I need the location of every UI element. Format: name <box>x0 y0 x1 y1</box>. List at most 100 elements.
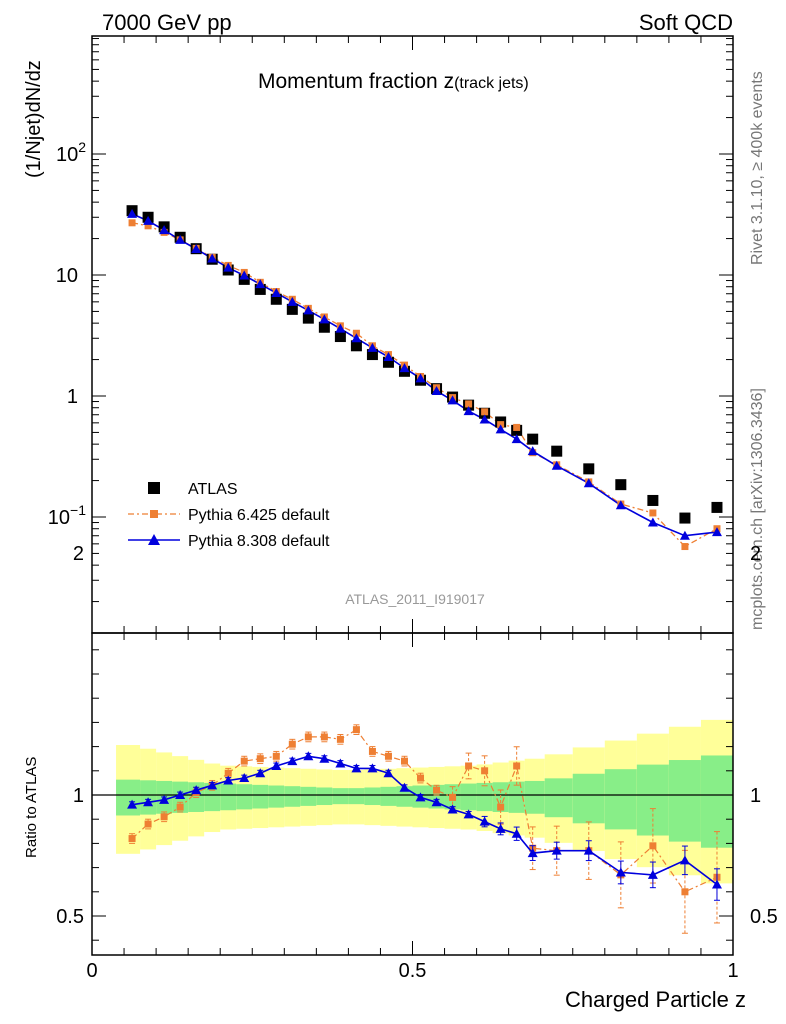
pythia8-point <box>551 460 562 470</box>
main-ytick-label: 10 <box>56 265 78 287</box>
ratio-point-pythia8 <box>287 756 298 766</box>
atlas-point <box>527 433 539 445</box>
ratio-point-pythia8 <box>479 816 490 826</box>
ratio-point-pythia8 <box>463 809 474 819</box>
pythia8-point <box>335 323 346 333</box>
legend-item: Pythia 6.425 default <box>128 507 330 524</box>
pythia8-point <box>415 373 426 383</box>
main-plot-title-sub: (track jets) <box>454 75 529 92</box>
ratio-point-pythia8 <box>583 845 594 855</box>
pythia8-point <box>583 478 594 488</box>
main-plot-title: Momentum fraction z(track jets) <box>258 70 529 93</box>
pythia8-point <box>207 253 218 263</box>
atlas-point <box>711 501 723 513</box>
ratio-point-pythia6 <box>368 747 376 755</box>
header-right: Soft QCD <box>639 10 733 35</box>
legend-marker-pythia6 <box>150 510 158 518</box>
ratio-point-pythia8 <box>711 879 722 889</box>
ratio-point-pythia8 <box>527 848 538 858</box>
ratio-point-pythia8 <box>319 753 330 763</box>
pythia8-point <box>495 424 506 434</box>
pythia8-point <box>367 342 378 352</box>
ratio-band-inner <box>316 787 333 806</box>
ratio-point-pythia6 <box>649 842 657 850</box>
pythia8-point <box>527 446 538 456</box>
ratio-point-pythia6 <box>288 740 296 748</box>
atlas-point <box>270 293 282 305</box>
x-tick-labels: 0 0.5 1 <box>86 960 738 982</box>
pythia8-point <box>159 225 170 235</box>
ratio-point-pythia6 <box>224 769 232 777</box>
pythia8-point <box>239 270 250 280</box>
ratio-point-pythia8 <box>367 763 378 773</box>
ratio-point-pythia8 <box>143 797 154 807</box>
ratio-band-inner <box>508 781 525 813</box>
pythia8-point <box>447 395 458 405</box>
ratio-point-pythia8 <box>447 804 458 814</box>
atlas-point <box>583 463 595 475</box>
main-plot: 10−1 1 10 102 Momentum fraction z(track jet… <box>23 35 734 634</box>
main-ytick-label: 1 <box>67 386 78 408</box>
ratio-ytick-label: 0.5 <box>56 906 84 928</box>
ratio-point-pythia6 <box>256 755 264 763</box>
pythia8-point <box>615 500 626 510</box>
ratio-point-pythia8 <box>207 780 218 790</box>
ratio-point-pythia8 <box>351 763 362 773</box>
ratio-band-inner <box>668 760 701 842</box>
pythia8-point <box>679 530 690 540</box>
ratio-point-pythia8 <box>511 828 522 838</box>
ratio-band-inner <box>204 782 221 812</box>
pythia6-point <box>649 509 657 517</box>
ratio-point-pythia8 <box>431 797 442 807</box>
ratio-point-pythia6 <box>497 803 505 811</box>
atlas-point <box>647 494 659 506</box>
legend-marker-atlas <box>148 482 160 494</box>
atlas-point <box>286 303 298 315</box>
ratio-point-pythia6 <box>128 835 136 843</box>
ratio-point-pythia6 <box>320 733 328 741</box>
pythia6-point <box>144 222 152 230</box>
ratio-band-inner <box>300 786 317 806</box>
ratio-plot-data <box>127 724 722 934</box>
ratio-point-pythia8 <box>303 751 314 761</box>
pythia8-point <box>143 215 154 225</box>
ratio-point-pythia8 <box>255 768 266 778</box>
atlas-point <box>302 312 314 324</box>
ratio-band-inner <box>604 769 637 830</box>
main-plot-ylabel: (1/Njet)dN/dz <box>23 60 45 178</box>
atlas-point <box>318 321 330 333</box>
ratio-band-inner <box>428 784 445 809</box>
x-axis-label: Charged Particle z <box>565 987 746 1012</box>
ratio-point-pythia6 <box>144 820 152 828</box>
pythia6-point <box>481 408 489 416</box>
atlas-point <box>382 356 394 368</box>
ratio-point-pythia8 <box>679 855 690 865</box>
ratio-band-inner <box>348 788 365 805</box>
main-plot-data <box>126 205 723 551</box>
pythia8-point <box>711 527 722 537</box>
ratio-band-inner <box>332 788 349 805</box>
ratio-point-pythia6 <box>176 803 184 811</box>
ratio-point-pythia8 <box>223 775 234 785</box>
pythia8-point <box>175 234 186 244</box>
ratio-point-pythia6 <box>400 757 408 765</box>
ratio-point-pythia6 <box>681 888 689 896</box>
ratio-band-inner <box>284 786 301 807</box>
x-tick-label: 0.5 <box>399 960 427 982</box>
header-left: 7000 GeV pp <box>102 10 232 35</box>
ratio-ytick-label-right: 0.5 <box>750 906 778 928</box>
ratio-band-inner <box>116 779 141 816</box>
pythia8-point <box>223 262 234 272</box>
pythia8-point <box>479 414 490 424</box>
legend-label: Pythia 8.308 default <box>188 533 330 550</box>
ratio-point-pythia6 <box>417 774 425 782</box>
ratio-uncertainty-bands <box>116 719 733 884</box>
atlas-point <box>551 445 563 457</box>
ratio-point-pythia8 <box>551 845 562 855</box>
legend-marker-pythia8 <box>148 534 160 545</box>
ratio-point-pythia6 <box>240 757 248 765</box>
ratio-band-inner <box>476 782 493 812</box>
ratio-ytick-label-right: 1 <box>750 785 761 807</box>
ratio-point-pythia6 <box>465 762 473 770</box>
ratio-point-pythia8 <box>615 867 626 877</box>
